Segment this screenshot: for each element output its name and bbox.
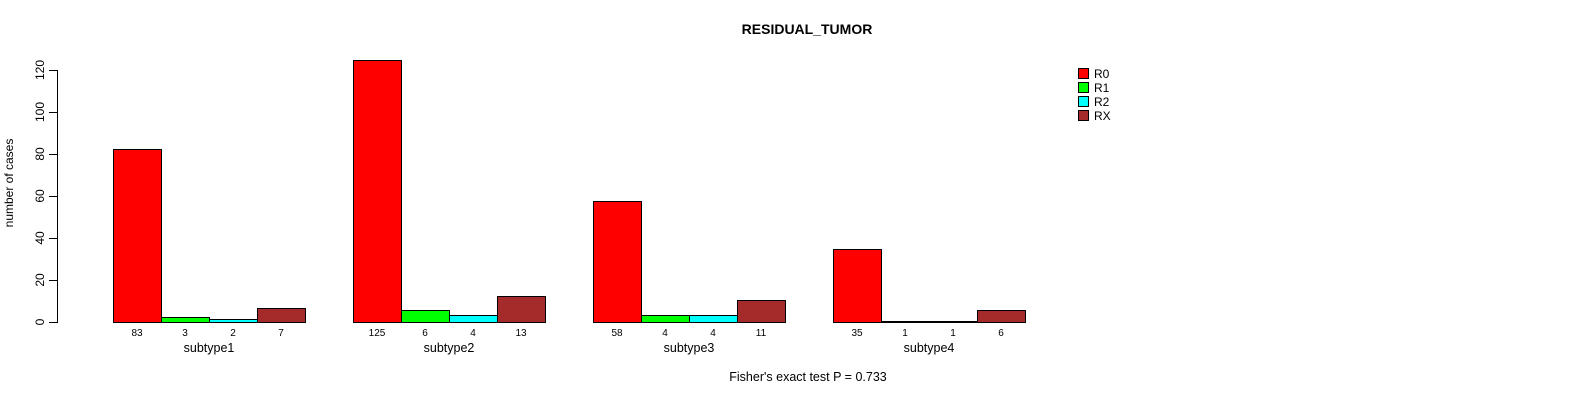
bar-value-label: 2 xyxy=(230,328,236,339)
y-tick-mark xyxy=(49,112,57,113)
bar-value-label: 58 xyxy=(611,328,623,339)
bar-R2-subtype1 xyxy=(209,319,258,323)
legend-swatch-R2 xyxy=(1078,96,1089,107)
bar-R0-subtype2 xyxy=(353,60,402,323)
y-tick-mark xyxy=(49,322,57,323)
y-tick-label: 0 xyxy=(33,318,47,326)
bar-R1-subtype3 xyxy=(641,315,690,323)
bar-R2-subtype3 xyxy=(689,315,738,323)
y-tick-label: 120 xyxy=(33,59,47,81)
bar-value-label: 7 xyxy=(278,328,284,339)
bar-RX-subtype2 xyxy=(497,296,546,323)
bar-value-label: 4 xyxy=(662,328,668,339)
bar-value-label: 4 xyxy=(470,328,476,339)
y-tick-mark xyxy=(49,238,57,239)
bar-R1-subtype2 xyxy=(401,310,450,323)
bar-value-label: 6 xyxy=(998,328,1004,339)
bar-R1-subtype1 xyxy=(161,317,210,323)
legend-swatch-R0 xyxy=(1078,68,1089,79)
bar-R0-subtype3 xyxy=(593,201,642,323)
y-tick-label: 60 xyxy=(33,189,47,203)
y-axis-title: number of cases xyxy=(2,138,16,228)
chart-title: RESIDUAL_TUMOR xyxy=(741,21,873,37)
y-axis-line xyxy=(57,70,58,323)
y-tick-label: 100 xyxy=(33,101,47,123)
category-label-subtype2: subtype2 xyxy=(423,341,475,355)
bar-value-label: 3 xyxy=(182,328,188,339)
y-tick-mark xyxy=(49,280,57,281)
bar-value-label: 4 xyxy=(710,328,716,339)
bar-R2-subtype4 xyxy=(929,321,978,323)
bar-R2-subtype2 xyxy=(449,315,498,323)
legend-swatch-R1 xyxy=(1078,82,1089,93)
bar-value-label: 13 xyxy=(515,328,527,339)
bar-value-label: 83 xyxy=(131,328,143,339)
y-tick-mark xyxy=(49,196,57,197)
y-tick-label: 40 xyxy=(33,231,47,245)
bar-value-label: 6 xyxy=(422,328,428,339)
legend-label-R1: R1 xyxy=(1094,81,1110,95)
bar-RX-subtype3 xyxy=(737,300,786,323)
category-label-subtype3: subtype3 xyxy=(663,341,715,355)
bar-value-label: 1 xyxy=(950,328,956,339)
category-label-subtype4: subtype4 xyxy=(903,341,955,355)
bar-R1-subtype4 xyxy=(881,321,930,323)
y-tick-mark xyxy=(49,70,57,71)
legend-label-R0: R0 xyxy=(1094,67,1110,81)
bar-RX-subtype1 xyxy=(257,308,306,323)
bar-R0-subtype1 xyxy=(113,149,162,323)
annotation-fisher-test: Fisher's exact test P = 0.733 xyxy=(729,370,887,384)
legend-label-RX: RX xyxy=(1094,109,1111,123)
y-tick-label: 80 xyxy=(33,147,47,161)
bar-value-label: 11 xyxy=(755,328,767,339)
bar-RX-subtype4 xyxy=(977,310,1026,323)
bar-value-label: 1 xyxy=(902,328,908,339)
bar-value-label: 35 xyxy=(851,328,863,339)
legend-swatch-RX xyxy=(1078,110,1089,121)
bar-value-label: 125 xyxy=(368,328,386,339)
category-label-subtype1: subtype1 xyxy=(183,341,235,355)
y-tick-mark xyxy=(49,154,57,155)
legend-label-R2: R2 xyxy=(1094,95,1110,109)
bar-R0-subtype4 xyxy=(833,249,882,323)
y-tick-label: 20 xyxy=(33,273,47,287)
